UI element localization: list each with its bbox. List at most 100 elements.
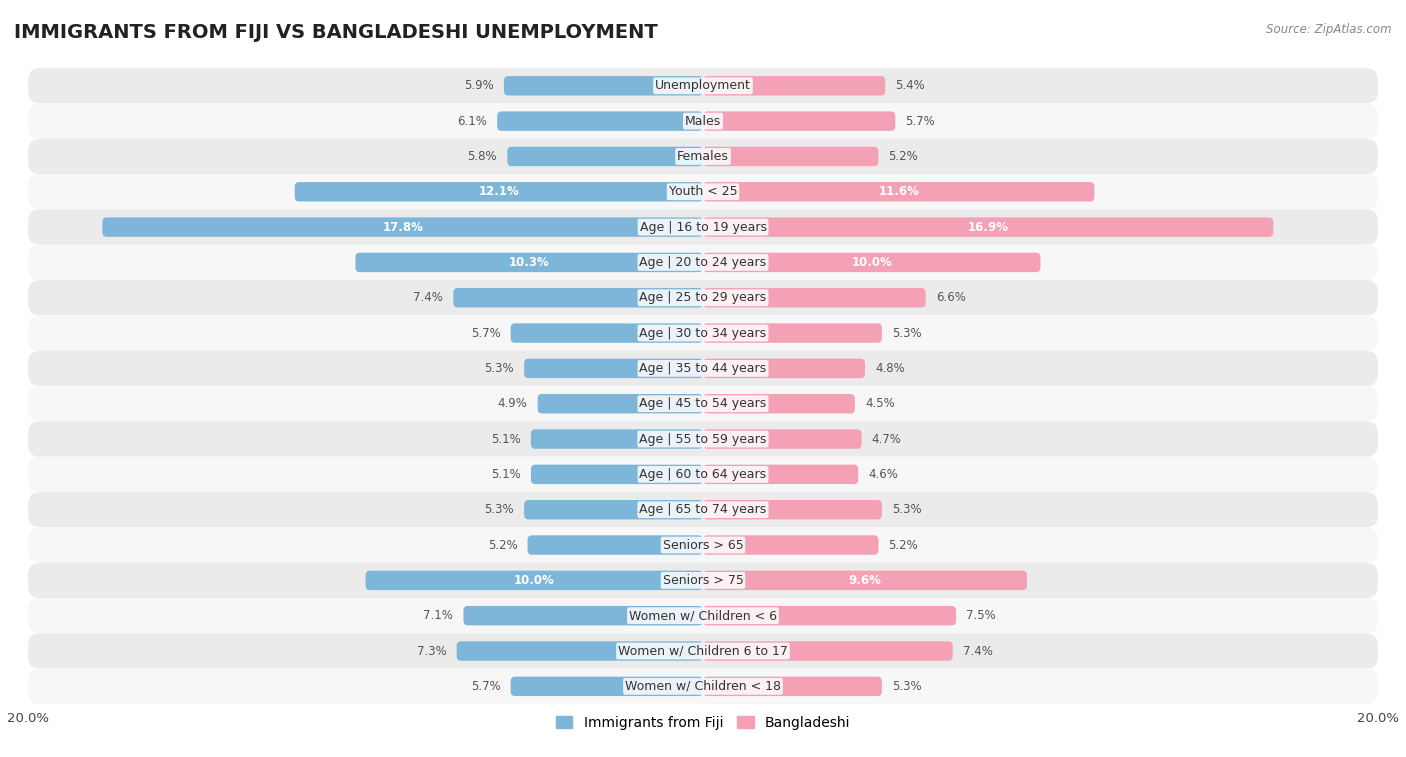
Text: Age | 16 to 19 years: Age | 16 to 19 years <box>640 220 766 234</box>
FancyBboxPatch shape <box>703 76 886 95</box>
Text: 5.2%: 5.2% <box>488 538 517 552</box>
Text: 7.1%: 7.1% <box>423 609 453 622</box>
Text: Age | 30 to 34 years: Age | 30 to 34 years <box>640 326 766 340</box>
Text: 6.6%: 6.6% <box>936 291 966 304</box>
FancyBboxPatch shape <box>28 422 1378 456</box>
FancyBboxPatch shape <box>524 500 703 519</box>
Text: 5.3%: 5.3% <box>891 326 921 340</box>
Text: Age | 60 to 64 years: Age | 60 to 64 years <box>640 468 766 481</box>
FancyBboxPatch shape <box>28 492 1378 528</box>
Text: 5.7%: 5.7% <box>905 114 935 128</box>
Text: 11.6%: 11.6% <box>879 185 920 198</box>
Text: 10.3%: 10.3% <box>509 256 550 269</box>
FancyBboxPatch shape <box>703 606 956 625</box>
Text: 4.9%: 4.9% <box>498 397 527 410</box>
Text: Youth < 25: Youth < 25 <box>669 185 737 198</box>
FancyBboxPatch shape <box>703 677 882 696</box>
Text: 5.3%: 5.3% <box>891 680 921 693</box>
Text: 5.3%: 5.3% <box>485 503 515 516</box>
Text: 7.5%: 7.5% <box>966 609 995 622</box>
Text: 12.1%: 12.1% <box>478 185 519 198</box>
FancyBboxPatch shape <box>28 104 1378 139</box>
Text: Males: Males <box>685 114 721 128</box>
Text: 10.0%: 10.0% <box>852 256 891 269</box>
Text: 5.3%: 5.3% <box>485 362 515 375</box>
Text: Unemployment: Unemployment <box>655 79 751 92</box>
Text: 5.3%: 5.3% <box>891 503 921 516</box>
FancyBboxPatch shape <box>703 217 1274 237</box>
FancyBboxPatch shape <box>28 280 1378 316</box>
Text: 5.1%: 5.1% <box>491 468 520 481</box>
FancyBboxPatch shape <box>703 535 879 555</box>
Text: 4.5%: 4.5% <box>865 397 894 410</box>
FancyBboxPatch shape <box>703 641 953 661</box>
FancyBboxPatch shape <box>703 323 882 343</box>
Text: 5.8%: 5.8% <box>468 150 498 163</box>
Text: 6.1%: 6.1% <box>457 114 486 128</box>
FancyBboxPatch shape <box>527 535 703 555</box>
Text: 4.8%: 4.8% <box>875 362 905 375</box>
FancyBboxPatch shape <box>531 465 703 484</box>
Text: 4.7%: 4.7% <box>872 432 901 446</box>
Text: Age | 25 to 29 years: Age | 25 to 29 years <box>640 291 766 304</box>
FancyBboxPatch shape <box>537 394 703 413</box>
FancyBboxPatch shape <box>453 288 703 307</box>
FancyBboxPatch shape <box>28 668 1378 704</box>
FancyBboxPatch shape <box>28 456 1378 492</box>
Text: 5.2%: 5.2% <box>889 538 918 552</box>
FancyBboxPatch shape <box>703 359 865 378</box>
FancyBboxPatch shape <box>28 634 1378 668</box>
Text: Females: Females <box>678 150 728 163</box>
Text: 7.3%: 7.3% <box>416 644 447 658</box>
Text: 16.9%: 16.9% <box>967 220 1008 234</box>
FancyBboxPatch shape <box>28 210 1378 245</box>
FancyBboxPatch shape <box>464 606 703 625</box>
Text: Age | 65 to 74 years: Age | 65 to 74 years <box>640 503 766 516</box>
Text: Women w/ Children 6 to 17: Women w/ Children 6 to 17 <box>619 644 787 658</box>
FancyBboxPatch shape <box>28 139 1378 174</box>
FancyBboxPatch shape <box>28 350 1378 386</box>
FancyBboxPatch shape <box>295 182 703 201</box>
Text: 17.8%: 17.8% <box>382 220 423 234</box>
FancyBboxPatch shape <box>103 217 703 237</box>
Text: 5.7%: 5.7% <box>471 326 501 340</box>
Text: 5.2%: 5.2% <box>889 150 918 163</box>
Text: 10.0%: 10.0% <box>515 574 554 587</box>
Text: Seniors > 75: Seniors > 75 <box>662 574 744 587</box>
Text: Age | 20 to 24 years: Age | 20 to 24 years <box>640 256 766 269</box>
FancyBboxPatch shape <box>703 288 925 307</box>
FancyBboxPatch shape <box>703 571 1026 590</box>
Text: 9.6%: 9.6% <box>849 574 882 587</box>
FancyBboxPatch shape <box>28 598 1378 634</box>
Text: Source: ZipAtlas.com: Source: ZipAtlas.com <box>1267 23 1392 36</box>
FancyBboxPatch shape <box>28 68 1378 104</box>
FancyBboxPatch shape <box>703 429 862 449</box>
FancyBboxPatch shape <box>28 316 1378 350</box>
Text: 5.1%: 5.1% <box>491 432 520 446</box>
Text: 4.6%: 4.6% <box>869 468 898 481</box>
Text: Age | 35 to 44 years: Age | 35 to 44 years <box>640 362 766 375</box>
Text: Seniors > 65: Seniors > 65 <box>662 538 744 552</box>
FancyBboxPatch shape <box>28 245 1378 280</box>
FancyBboxPatch shape <box>28 562 1378 598</box>
FancyBboxPatch shape <box>510 323 703 343</box>
Text: 5.4%: 5.4% <box>896 79 925 92</box>
Legend: Immigrants from Fiji, Bangladeshi: Immigrants from Fiji, Bangladeshi <box>550 710 856 735</box>
FancyBboxPatch shape <box>531 429 703 449</box>
FancyBboxPatch shape <box>508 147 703 167</box>
FancyBboxPatch shape <box>356 253 703 273</box>
Text: 5.7%: 5.7% <box>471 680 501 693</box>
FancyBboxPatch shape <box>703 465 858 484</box>
FancyBboxPatch shape <box>703 500 882 519</box>
FancyBboxPatch shape <box>28 386 1378 422</box>
FancyBboxPatch shape <box>366 571 703 590</box>
FancyBboxPatch shape <box>703 147 879 167</box>
Text: Age | 55 to 59 years: Age | 55 to 59 years <box>640 432 766 446</box>
FancyBboxPatch shape <box>28 528 1378 562</box>
Text: 7.4%: 7.4% <box>413 291 443 304</box>
FancyBboxPatch shape <box>703 394 855 413</box>
FancyBboxPatch shape <box>28 174 1378 210</box>
FancyBboxPatch shape <box>524 359 703 378</box>
FancyBboxPatch shape <box>503 76 703 95</box>
Text: Women w/ Children < 18: Women w/ Children < 18 <box>626 680 780 693</box>
